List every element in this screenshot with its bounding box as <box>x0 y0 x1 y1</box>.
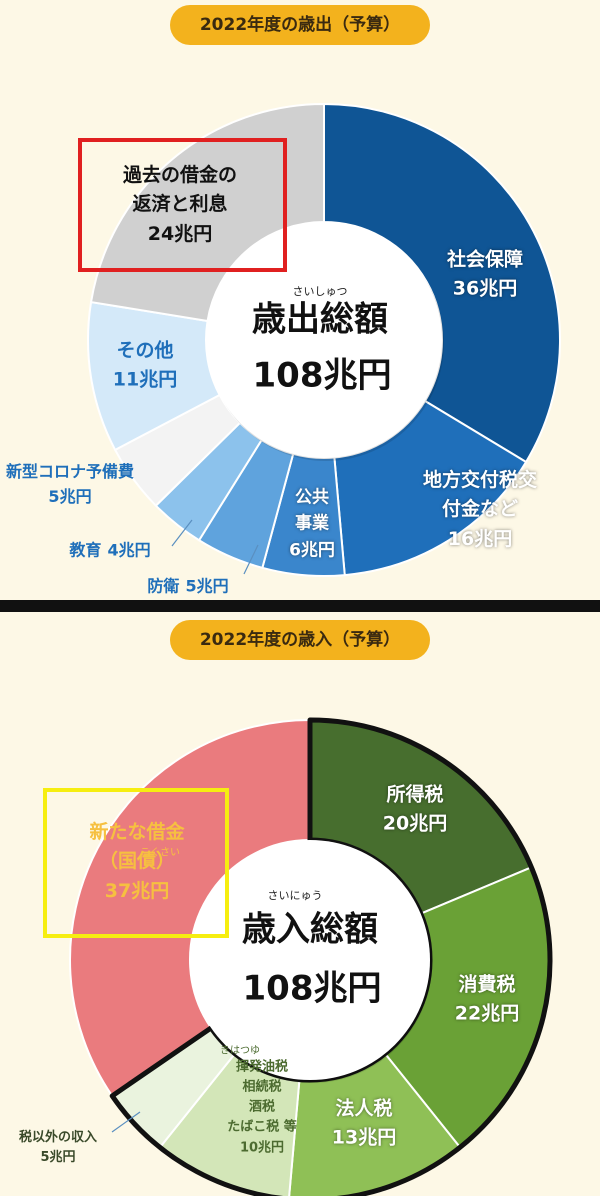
center-hole <box>190 840 430 1080</box>
segment-label: 消費税 22兆円 <box>455 971 519 1030</box>
highlight-box <box>78 138 287 272</box>
tax-outline <box>109 717 553 1196</box>
category-name: 法人税 <box>335 1097 393 1120</box>
center-furigana: さいしゅつ <box>292 285 348 298</box>
center-title: 歳出総額 <box>252 299 388 340</box>
value-label: 10兆円 <box>239 1140 285 1156</box>
center-total: 108兆円 <box>242 968 382 1009</box>
category-name: 揮発油税 相続税 酒税 たばこ税 等 <box>227 1059 297 1136</box>
segment-label: 法人税 13兆円 <box>332 1095 396 1154</box>
center-furigana: さいにゅう <box>267 889 323 902</box>
segment-label: 揮発油税 相続税 酒税 たばこ税 等 10兆円 <box>227 1058 297 1159</box>
category-name: 公共 事業 <box>295 487 329 534</box>
callout-line <box>111 1111 141 1133</box>
segment-label: 新たな借金 （国債） 37兆円 <box>89 818 184 906</box>
highlight-box <box>43 788 229 938</box>
segment-label: 過去の借金の 返済と利息 24兆円 <box>123 161 237 249</box>
segment-label: 税以外の収入 5兆円 <box>19 1128 97 1168</box>
value-label: 22兆円 <box>454 1003 520 1025</box>
chart-title: 2022年度の歳出（予算） <box>170 5 430 45</box>
segment-label: 所得税 20兆円 <box>383 781 447 840</box>
chart-title: 2022年度の歳入（予算） <box>170 620 430 660</box>
center-total: 108兆円 <box>252 355 392 396</box>
category-name: 税以外の収入 <box>18 1129 98 1145</box>
value-label: 24兆円 <box>147 222 213 245</box>
value-label: 6兆円 <box>289 540 335 561</box>
value-label: 5兆円 <box>185 576 229 596</box>
category-name: その他 <box>116 339 174 362</box>
segment-label: 地方交付税交付金など 16兆円 <box>420 466 540 554</box>
category-name: 新たな借金 （国債） <box>89 820 185 873</box>
category-name: 地方交付税交付金など <box>422 468 537 521</box>
center-title: 歳入総額 <box>242 909 378 950</box>
furigana: きはつゆ <box>220 1045 260 1057</box>
value-label: 16兆円 <box>447 527 513 550</box>
divider <box>0 600 600 612</box>
segment-label: 新型コロナ予備費 5兆円 <box>6 460 134 510</box>
value-label: 5兆円 <box>48 487 92 506</box>
category-name: 新型コロナ予備費 <box>5 462 135 482</box>
category-name: 防衛 <box>147 576 180 596</box>
segment-label: 教育 4兆円 <box>69 539 150 564</box>
center-hole <box>206 222 442 458</box>
value-label: 36兆円 <box>452 278 518 300</box>
value-label: 37兆円 <box>104 879 170 902</box>
category-name: 所得税 <box>386 783 444 806</box>
segment-label: 社会保障 36兆円 <box>447 246 523 305</box>
callout-line <box>243 544 259 575</box>
category-name: 過去の借金の 返済と利息 <box>122 163 238 216</box>
value-label: 11兆円 <box>112 369 178 391</box>
value-label: 4兆円 <box>107 540 151 560</box>
value-label: 5兆円 <box>40 1150 76 1165</box>
segment-label: 防衛 5兆円 <box>147 575 228 600</box>
value-label: 13兆円 <box>331 1127 397 1149</box>
segment-label: 公共 事業 6兆円 <box>289 484 335 563</box>
value-label: 20兆円 <box>382 813 448 835</box>
furigana: こくさい <box>140 847 180 859</box>
category-name: 教育 <box>69 540 102 560</box>
segment-label: その他 11兆円 <box>113 337 177 396</box>
callout-line <box>171 519 193 547</box>
category-name: 消費税 <box>458 973 516 996</box>
category-name: 社会保障 <box>446 248 524 271</box>
